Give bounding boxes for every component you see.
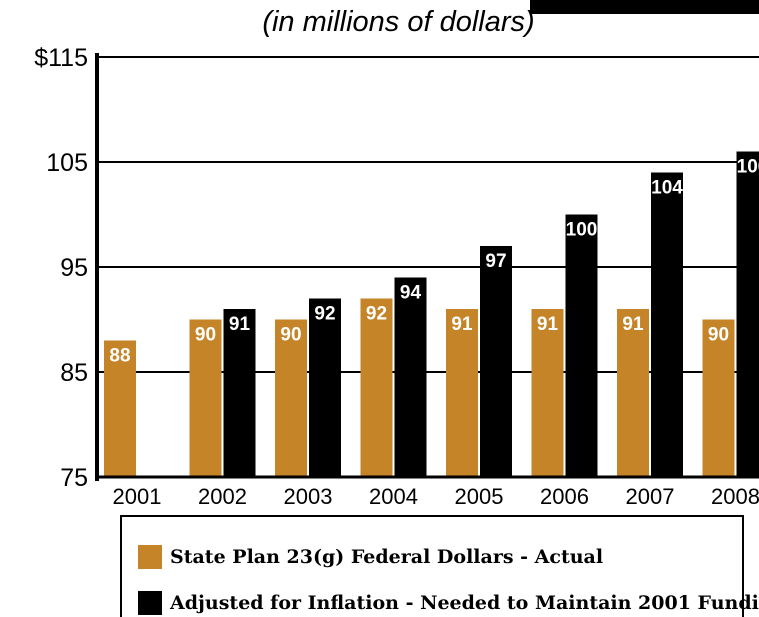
bar-actual-2006 xyxy=(531,309,564,477)
data-label-actual-2002: 90 xyxy=(195,325,216,346)
data-label-actual-2003: 90 xyxy=(280,325,301,346)
y-tick-label-105: 105 xyxy=(46,149,88,177)
legend-label-inflation: Adjusted for Inflation - Needed to Maint… xyxy=(170,592,759,614)
x-tick-label-2001: 2001 xyxy=(113,484,162,509)
data-label-actual-2001: 88 xyxy=(109,346,130,367)
bar-actual-2004 xyxy=(360,298,393,477)
bar-actual-2007 xyxy=(617,309,649,477)
data-label-inflation-2003: 92 xyxy=(314,304,335,325)
legend-entry-inflation: Adjusted for Inflation - Needed to Maint… xyxy=(138,591,759,615)
legend: State Plan 23(g) Federal Dollars - Actua… xyxy=(120,515,759,617)
bar-chart: 88 2001 90 91 2002 90 92 2003 92 94 2004 91 97 2005 91… xyxy=(34,44,759,509)
data-label-actual-2005: 91 xyxy=(451,314,473,335)
legend-swatch-inflation xyxy=(138,591,162,615)
x-tick-label-2007: 2007 xyxy=(626,484,675,509)
data-label-inflation-2006: 100 xyxy=(566,220,598,241)
y-tick-label-95: 95 xyxy=(60,254,88,282)
bar-inflation-2005 xyxy=(480,246,512,477)
bar-inflation-2006 xyxy=(565,214,598,477)
x-tick-label-2006: 2006 xyxy=(540,484,589,509)
bar-inflation-2004 xyxy=(394,277,427,477)
legend-swatch-actual xyxy=(138,545,162,569)
legend-entry-actual: State Plan 23(g) Federal Dollars - Actua… xyxy=(138,545,603,569)
data-label-inflation-2002: 91 xyxy=(229,314,251,335)
data-label-actual-2007: 91 xyxy=(622,314,644,335)
bar-actual-2008 xyxy=(702,319,735,477)
bar-actual-2002 xyxy=(189,319,222,477)
data-label-inflation-2004: 94 xyxy=(400,283,422,304)
data-label-actual-2006: 91 xyxy=(537,314,559,335)
x-tick-label-2004: 2004 xyxy=(369,484,418,509)
bar-inflation-2008 xyxy=(736,151,759,477)
y-tick-label-85: 85 xyxy=(60,359,88,387)
data-label-inflation-2007: 104 xyxy=(651,178,683,199)
data-label-actual-2008: 90 xyxy=(708,325,729,346)
bar-actual-2003 xyxy=(275,319,307,477)
bar-inflation-2002 xyxy=(223,309,256,477)
legend-label-actual: State Plan 23(g) Federal Dollars - Actua… xyxy=(170,546,604,568)
data-label-inflation-2005: 97 xyxy=(485,251,506,272)
bar-inflation-2007 xyxy=(651,172,683,477)
data-label-inflation-2008: 106 xyxy=(737,157,759,178)
bar-actual-2001 xyxy=(104,340,136,477)
data-label-actual-2004: 92 xyxy=(366,304,387,325)
x-tick-label-2008: 2008 xyxy=(711,484,759,509)
y-tick-label-75: 75 xyxy=(60,464,88,492)
x-tick-label-2002: 2002 xyxy=(198,484,247,509)
bar-actual-2005 xyxy=(446,309,478,477)
y-tick-label-115: $115 xyxy=(34,44,88,72)
x-tick-label-2003: 2003 xyxy=(284,484,333,509)
title-fragment xyxy=(530,0,759,14)
bar-inflation-2003 xyxy=(309,298,341,477)
chart-subtitle: (in millions of dollars) xyxy=(262,6,535,38)
x-tick-label-2005: 2005 xyxy=(455,484,504,509)
